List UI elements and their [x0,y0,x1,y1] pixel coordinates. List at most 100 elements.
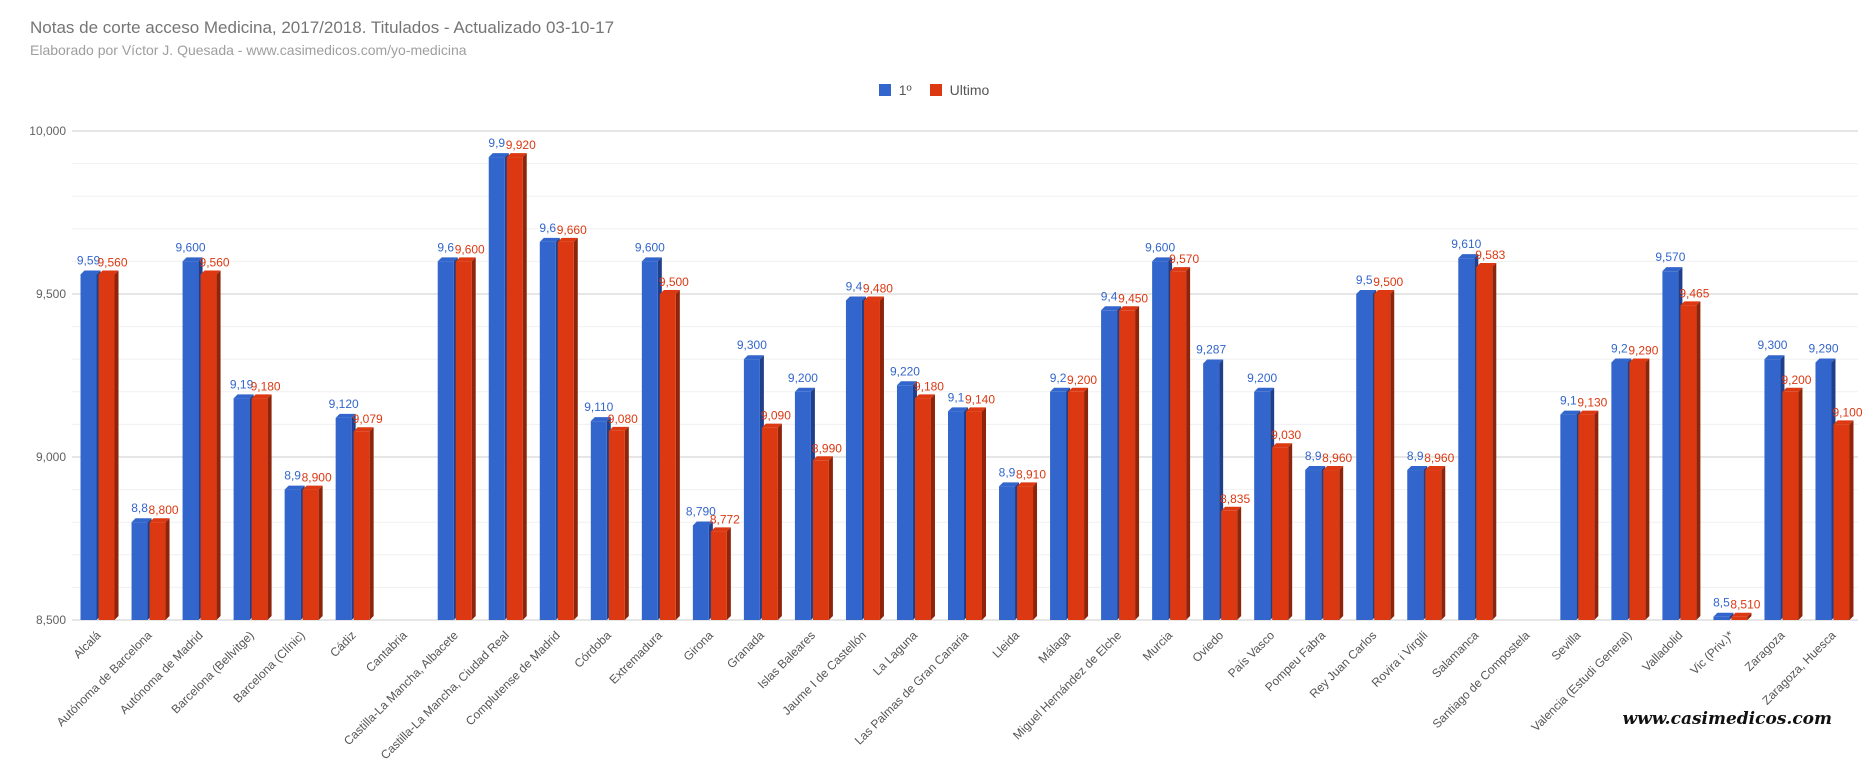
bar-series-1-top [1764,355,1785,360]
x-tick-label: Cádiz [327,628,359,660]
bar-series-2-side [1492,262,1497,620]
x-tick-label: Sevilla [1549,628,1584,663]
x-tick-label: La Laguna [870,628,920,678]
bar-series-1-top [539,237,560,242]
data-label-series-1: 8,8 [131,501,148,515]
data-label-series-2: 9,180 [914,379,944,393]
x-tick-label: Cantabria [363,628,410,675]
bar-series-2-top [1170,267,1191,272]
bar-series-1-top [131,518,152,523]
x-tick-label: Córdoba [571,628,614,671]
x-tick-label: Vic (Priv.)* [1687,628,1736,677]
data-label-series-1: 9,6 [437,240,454,254]
x-tick-label: Valencia (Estudi General) [1529,628,1635,734]
data-label-series-2: 8,772 [710,512,740,526]
data-label-series-2: 9,140 [965,392,995,406]
bar-series-1-top [335,413,356,418]
bar-series-2-top [251,394,272,399]
data-label-series-2: 9,079 [353,412,383,426]
data-label-series-1: 8,9 [1407,449,1424,463]
bar-series-1-top [641,257,662,262]
bar-series-1-top [1560,410,1581,415]
bar-series-1 [999,486,1016,620]
data-label-series-2: 9,080 [608,412,638,426]
bar-series-1 [1305,470,1322,620]
data-label-series-1: 9,110 [584,400,613,414]
bar-series-2-side [1288,443,1293,620]
bar-series-1-top [794,387,815,392]
bar-series-1-top [1815,358,1836,363]
bar-series-2-top [1476,262,1497,267]
data-label-series-2: 9,920 [506,138,536,152]
bar-series-1 [182,261,199,620]
bar-series-2 [98,274,115,620]
bar-series-1 [1560,414,1577,620]
data-label-series-1: 9,200 [1247,371,1277,385]
bar-series-2-top [506,153,527,158]
bar-series-1 [948,411,964,620]
data-label-series-1: 9,600 [1145,240,1175,254]
bar-series-2-side [267,394,272,620]
data-label-series-2: 8,910 [1016,467,1046,481]
bar-series-2 [1068,391,1085,620]
bar-series-2 [506,157,523,620]
data-label-series-1: 9,610 [1451,237,1481,251]
bar-series-1 [1764,359,1781,620]
data-label-series-2: 8,510 [1730,598,1760,612]
bar-series-2-side [1033,482,1038,620]
bar-series-1-top [999,482,1020,487]
bar-series-2 [1731,616,1748,620]
bar-series-2-side [1237,506,1242,620]
bar-series-1-top [896,381,917,386]
bar-series-2-top [1680,301,1701,306]
legend-swatch-1 [878,84,891,96]
bar-series-2-top [1017,482,1038,487]
legend-label-1: 1º [898,82,912,98]
bar-series-1 [1254,391,1271,620]
x-tick-label: Valladolid [1639,628,1685,674]
bar-series-2-side [114,270,119,620]
data-label-series-1: 9,287 [1196,342,1226,356]
bar-series-2-side [1798,387,1803,620]
data-label-series-1: 9,200 [788,371,818,385]
bar-series-1-top [488,153,509,158]
bar-series-2 [812,460,829,620]
bar-series-1-top [1101,306,1122,311]
bar-series-2 [1119,310,1136,620]
bar-series-2 [1578,414,1595,620]
bar-series-2 [710,531,727,620]
x-tick-label: Zaragoza [1742,628,1788,674]
data-label-series-2: 9,090 [761,409,791,423]
data-label-series-2: 9,450 [1118,291,1148,305]
bar-series-2-top [608,426,629,431]
bar-series-2-top [659,290,680,294]
bar-series-2-top [812,456,833,461]
data-label-series-2: 8,835 [1220,492,1250,506]
bar-series-2-top [1374,290,1395,294]
bar-series-1 [1611,362,1628,620]
bar-series-2 [608,430,625,620]
bar-series-2-side [522,153,527,620]
data-label-series-2: 9,500 [659,275,689,289]
data-label-series-2: 9,030 [1271,428,1301,442]
bar-series-2 [914,398,931,620]
x-tick-label: Granada [724,628,767,671]
bar-series-2-top [1323,466,1344,471]
data-label-series-2: 9,465 [1679,286,1709,300]
data-label-series-1: 8,5 [1713,596,1730,610]
bar-series-1 [641,261,658,620]
bar-series-2-side [624,426,629,620]
x-tick-label: Complutense de Madrid [463,628,563,728]
data-label-series-2: 8,990 [812,441,842,455]
bar-series-2-side [318,485,323,620]
bar-series-2-side [1390,290,1395,620]
bar-series-1-top [845,296,866,301]
bar-series-1 [1356,294,1373,620]
bar-series-1 [590,421,607,620]
bar-series-1-top [948,407,968,412]
bar-series-1 [1152,261,1169,620]
data-label-series-2: 9,583 [1475,248,1505,262]
bar-series-2 [863,300,880,620]
bar-series-1 [1713,616,1730,620]
